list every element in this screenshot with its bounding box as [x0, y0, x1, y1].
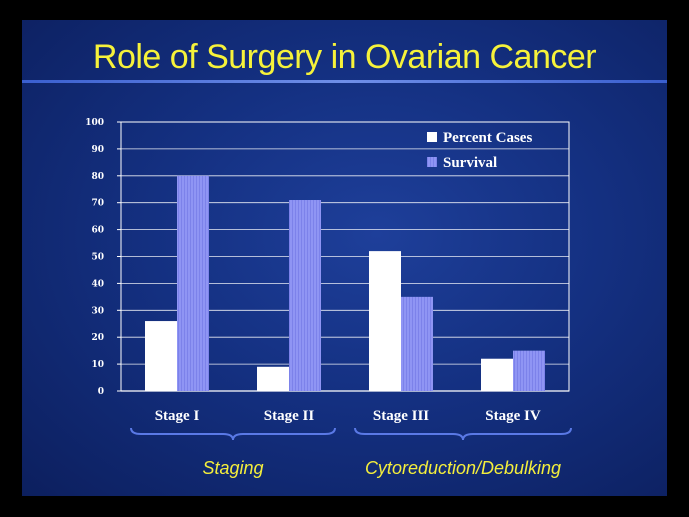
y-tick-label: 40 — [91, 279, 104, 289]
group-label-cytoreduction: Cytoreduction/Debulking — [365, 458, 561, 478]
y-tick-label: 50 — [91, 253, 104, 263]
bracket-cytoreduction — [354, 427, 572, 441]
y-tick-label: 90 — [91, 145, 104, 155]
legend: Percent Cases Survival — [427, 130, 532, 171]
percent-cases-bar-2 — [257, 366, 289, 391]
percent-cases-bar-1 — [145, 321, 177, 391]
title-divider — [22, 80, 667, 83]
percent-cases-bar-4 — [481, 358, 513, 391]
x-category-label: Stage II — [264, 408, 315, 424]
y-tick-label: 30 — [91, 306, 104, 316]
y-tick-label: 70 — [91, 199, 104, 209]
legend-label: Percent Cases — [443, 130, 532, 146]
y-tick-label: 80 — [91, 172, 104, 182]
y-tick-label: 10 — [91, 360, 104, 370]
survival-bar-2 — [289, 200, 321, 391]
slide-title: Role of Surgery in Ovarian Cancer — [92, 38, 597, 76]
survival-bar-4 — [513, 350, 545, 391]
slide: Role of Surgery in Ovarian Cancer 0 10 20 3… — [22, 20, 667, 496]
legend-swatch-percent-cases — [427, 132, 437, 142]
group-label-staging: Staging — [202, 458, 263, 478]
percent-cases-bar-3 — [369, 251, 401, 391]
bracket-staging — [130, 427, 336, 441]
y-tick-label: 0 — [98, 387, 104, 397]
legend-label: Survival — [443, 155, 497, 171]
y-tick-label: 20 — [91, 333, 104, 343]
survival-bar-1 — [177, 175, 209, 391]
survival-bar-3 — [401, 296, 433, 391]
x-category-label: Stage IV — [485, 408, 541, 424]
x-category-label: Stage I — [155, 408, 200, 424]
legend-swatch-survival — [427, 157, 437, 167]
y-tick-label: 60 — [91, 226, 104, 236]
y-tick-label: 100 — [85, 118, 104, 128]
bar-chart: 0 10 20 30 40 50 60 70 80 90 100 Stage I Stage II Sta… — [85, 118, 572, 478]
x-category-label: Stage III — [373, 408, 429, 424]
